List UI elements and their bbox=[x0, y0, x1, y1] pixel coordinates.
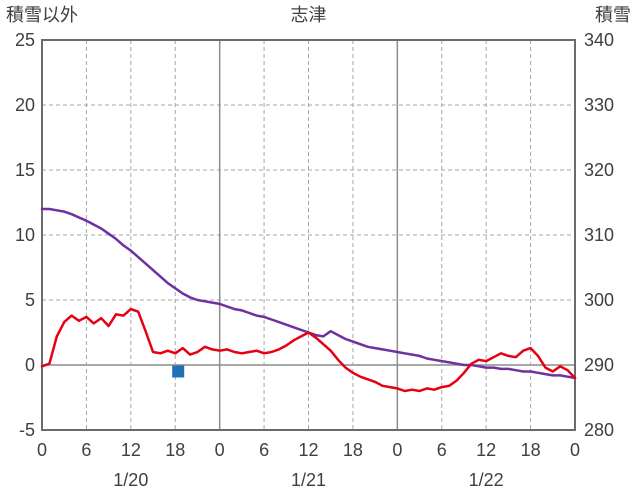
x-axis-hour-label: 12 bbox=[476, 440, 496, 460]
x-axis-hour-label: 6 bbox=[259, 440, 269, 460]
right-axis-tick-label: 340 bbox=[584, 30, 614, 50]
right-axis-tick-label: 290 bbox=[584, 355, 614, 375]
x-axis-hour-label: 6 bbox=[81, 440, 91, 460]
left-axis-tick-label: 0 bbox=[25, 355, 35, 375]
left-axis-tick-label: -5 bbox=[19, 420, 35, 440]
right-axis-tick-label: 320 bbox=[584, 160, 614, 180]
right-axis-title: 積雪 bbox=[595, 5, 631, 25]
x-axis-hour-label: 18 bbox=[521, 440, 541, 460]
left-axis-tick-label: 5 bbox=[25, 290, 35, 310]
series-line-other bbox=[40, 307, 577, 393]
left-axis-tick-label: 10 bbox=[15, 225, 35, 245]
left-axis-tick-label: 25 bbox=[15, 30, 35, 50]
x-axis-hour-label: 12 bbox=[121, 440, 141, 460]
chart-title: 志津 bbox=[290, 5, 327, 25]
right-axis-tick-label: 330 bbox=[584, 95, 614, 115]
x-axis-hour-label: 0 bbox=[570, 440, 580, 460]
plot-frame bbox=[41, 39, 576, 431]
x-axis-hour-label: 12 bbox=[298, 440, 318, 460]
x-axis-hour-label: 6 bbox=[437, 440, 447, 460]
blue-square-marker bbox=[172, 365, 185, 378]
right-axis-tick-label: 280 bbox=[584, 420, 614, 440]
left-axis-tick-label: 20 bbox=[15, 95, 35, 115]
x-axis-day-label: 1/20 bbox=[113, 470, 148, 490]
x-axis-hour-label: 18 bbox=[343, 440, 363, 460]
x-axis-day-label: 1/21 bbox=[291, 470, 326, 490]
left-axis-tick-label: 15 bbox=[15, 160, 35, 180]
x-axis-hour-label: 18 bbox=[165, 440, 185, 460]
x-axis-hour-label: 0 bbox=[215, 440, 225, 460]
right-axis-tick-label: 300 bbox=[584, 290, 614, 310]
left-axis-title: 積雪以外 bbox=[6, 5, 78, 25]
x-axis-hour-label: 0 bbox=[392, 440, 402, 460]
x-axis-hour-label: 0 bbox=[37, 440, 47, 460]
right-axis-tick-label: 310 bbox=[584, 225, 614, 245]
x-axis-day-label: 1/22 bbox=[469, 470, 504, 490]
